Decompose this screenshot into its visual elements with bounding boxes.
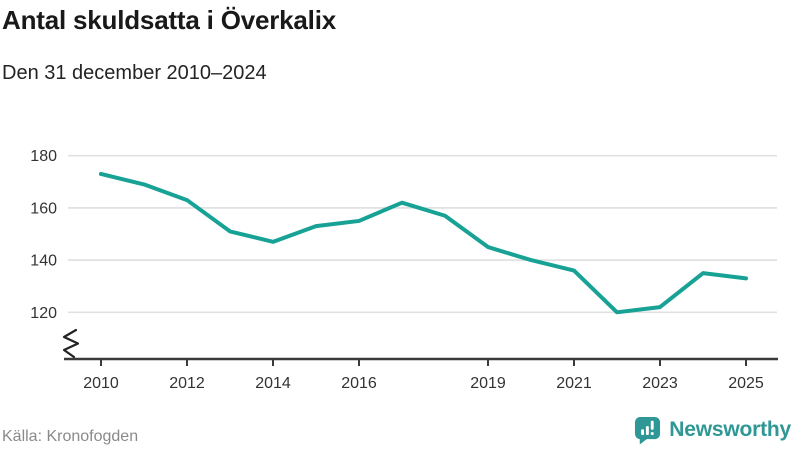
x-tick-label: 2010 xyxy=(83,375,119,392)
x-tick-label: 2023 xyxy=(642,375,678,392)
y-tick-label: 160 xyxy=(30,200,57,217)
x-tick-label: 2025 xyxy=(728,375,764,392)
axis-break-icon xyxy=(62,328,80,359)
x-tick-label: 2014 xyxy=(255,375,291,392)
newsworthy-logo: Newsworthy xyxy=(634,415,791,445)
x-tick-label: 2012 xyxy=(169,375,205,392)
x-tick-label: 2021 xyxy=(556,375,592,392)
source-label: Källa: Kronofogden xyxy=(2,428,139,445)
y-tick-label: 140 xyxy=(30,253,57,270)
x-tick-label: 2019 xyxy=(470,375,506,392)
newsworthy-wordmark: Newsworthy xyxy=(669,418,791,441)
y-tick-label: 120 xyxy=(30,305,57,322)
chart-subtitle: Den 31 december 2010–2024 xyxy=(2,62,267,84)
data-line xyxy=(99,171,748,315)
chart-title: Antal skuldsatta i Överkalix xyxy=(2,5,336,35)
x-tick-label: 2016 xyxy=(341,375,377,392)
newsworthy-icon xyxy=(635,416,661,445)
y-tick-label: 180 xyxy=(30,148,57,165)
